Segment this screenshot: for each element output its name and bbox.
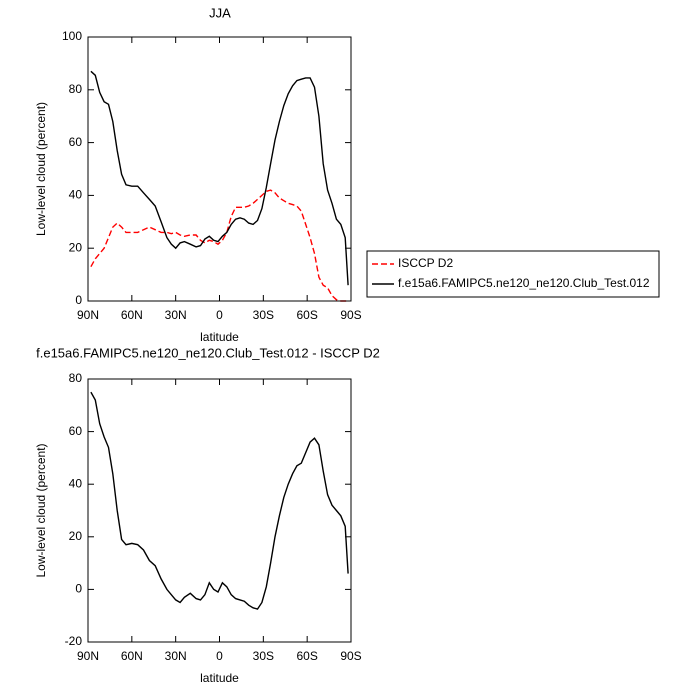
x-tick-label: 90N — [77, 649, 99, 663]
x-axis-label: latitude — [200, 330, 239, 344]
data-line — [90, 70, 349, 286]
y-tick-label: 80 — [69, 82, 83, 96]
data-line — [90, 189, 349, 302]
y-tick-label: 0 — [75, 293, 82, 307]
y-tick-label: 100 — [62, 29, 82, 43]
plot-frame — [87, 36, 352, 302]
x-tick-label: 30N — [165, 649, 187, 663]
y-tick-label: 40 — [69, 476, 83, 490]
x-tick-label: 30S — [253, 308, 274, 322]
y-tick-label: 60 — [69, 424, 83, 438]
x-tick-label: 90N — [77, 308, 99, 322]
x-tick-label: 30S — [253, 649, 274, 663]
chart-title: JJA — [209, 5, 231, 20]
legend-label: ISCCP D2 — [398, 256, 453, 270]
y-tick-label: -20 — [65, 634, 83, 648]
y-tick-label: 20 — [69, 240, 83, 254]
legend-label: f.e15a6.FAMIPC5.ne120_ne120.Club_Test.01… — [398, 276, 650, 290]
y-axis-label: Low-level cloud (percent) — [34, 443, 48, 577]
data-line — [90, 391, 349, 610]
x-tick-label: 60N — [121, 308, 143, 322]
x-tick-label: 90S — [340, 649, 361, 663]
x-tick-label: 60S — [296, 649, 317, 663]
chart-title: f.e15a6.FAMIPC5.ne120_ne120.Club_Test.01… — [36, 345, 380, 360]
y-tick-label: 80 — [69, 371, 83, 385]
x-tick-label: 30N — [165, 308, 187, 322]
y-tick-label: 0 — [75, 582, 82, 596]
x-tick-label: 0 — [216, 308, 223, 322]
x-tick-label: 60S — [296, 308, 317, 322]
x-tick-label: 0 — [216, 649, 223, 663]
x-tick-label: 90S — [340, 308, 361, 322]
y-tick-label: 20 — [69, 529, 83, 543]
y-tick-label: 60 — [69, 135, 83, 149]
plot-frame — [87, 378, 352, 643]
legend-box — [366, 250, 660, 298]
y-tick-label: 40 — [69, 188, 83, 202]
x-axis-label: latitude — [200, 671, 239, 685]
x-tick-label: 60N — [121, 649, 143, 663]
y-axis-label: Low-level cloud (percent) — [34, 102, 48, 236]
